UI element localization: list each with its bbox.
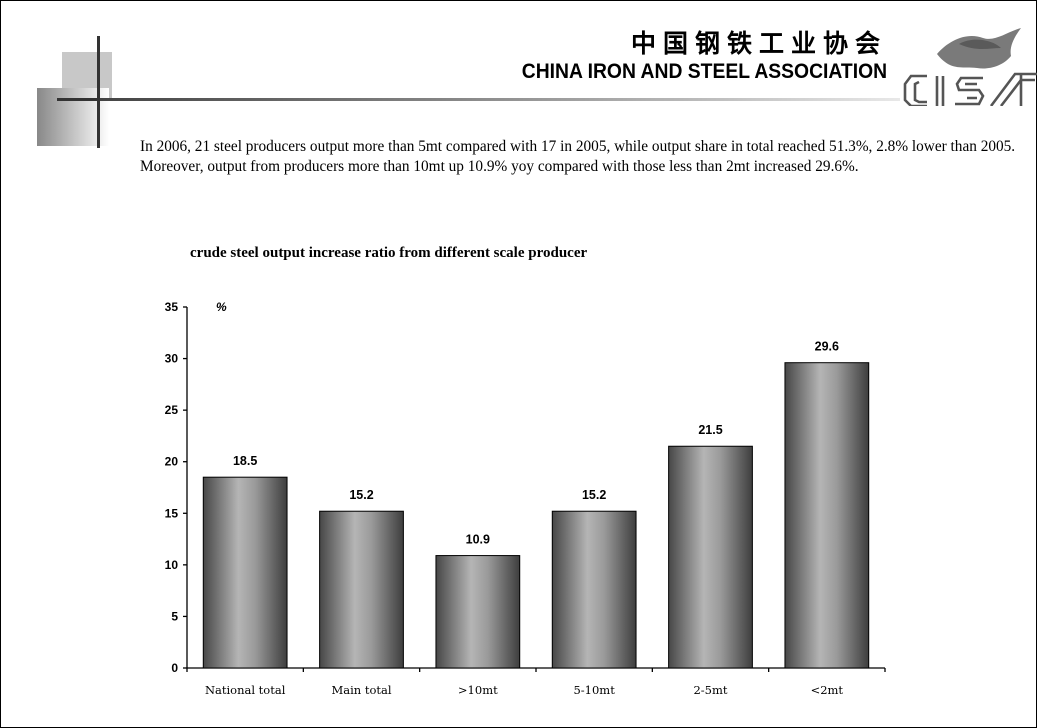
- bar: [668, 445, 753, 669]
- decor-line-horizontal: [57, 98, 103, 101]
- y-tick-label: 0: [171, 661, 178, 675]
- bar: [435, 555, 521, 669]
- bar: [551, 510, 637, 669]
- bar: [202, 476, 288, 669]
- decor-line-vertical: [97, 36, 100, 148]
- bar: [784, 362, 870, 669]
- x-category-label: 2-5mt: [693, 683, 727, 697]
- bar-value-label: 29.6: [815, 340, 839, 354]
- x-axis: National total Main total >10mt 5-10mt 2-5mt…: [186, 667, 886, 697]
- body-paragraph: In 2006, 21 steel producers output more …: [140, 138, 1016, 175]
- bars: 18.5 15.2 10.9 15.2 21.5 29.6: [202, 340, 870, 669]
- bar-value-label: 15.2: [349, 488, 373, 502]
- bar-value-label: 10.9: [466, 533, 490, 547]
- cisa-logo-icon: [903, 28, 1037, 106]
- association-name-chinese: 中国钢铁工业协会: [630, 29, 887, 58]
- bar-value-label: 18.5: [233, 454, 257, 468]
- y-tick-label: 15: [165, 506, 179, 520]
- bar-value-label: 21.5: [698, 423, 722, 437]
- x-category-label: National total: [205, 683, 286, 697]
- y-tick-label: 30: [165, 352, 179, 366]
- y-tick-label: 10: [165, 558, 179, 572]
- y-tick-label: 5: [171, 609, 178, 623]
- bar: [319, 510, 404, 669]
- x-category-label: >10mt: [458, 683, 498, 697]
- y-axis: 0 5 10 15 20 25 30 35: [165, 300, 188, 675]
- x-category-label: <2mt: [811, 683, 844, 697]
- y-unit-label: %: [216, 300, 227, 314]
- y-tick-label: 35: [165, 300, 179, 314]
- y-tick-label: 20: [165, 455, 179, 469]
- y-tick-label: 25: [165, 403, 179, 417]
- x-category-label: 5-10mt: [573, 683, 615, 697]
- x-category-label: Main total: [331, 683, 391, 697]
- association-name-english: CHINA IRON AND STEEL ASSOCIATION: [521, 60, 887, 83]
- header-divider: [100, 98, 900, 101]
- chart-title: crude steel output increase ratio from d…: [190, 245, 588, 261]
- bar-value-label: 15.2: [582, 488, 606, 502]
